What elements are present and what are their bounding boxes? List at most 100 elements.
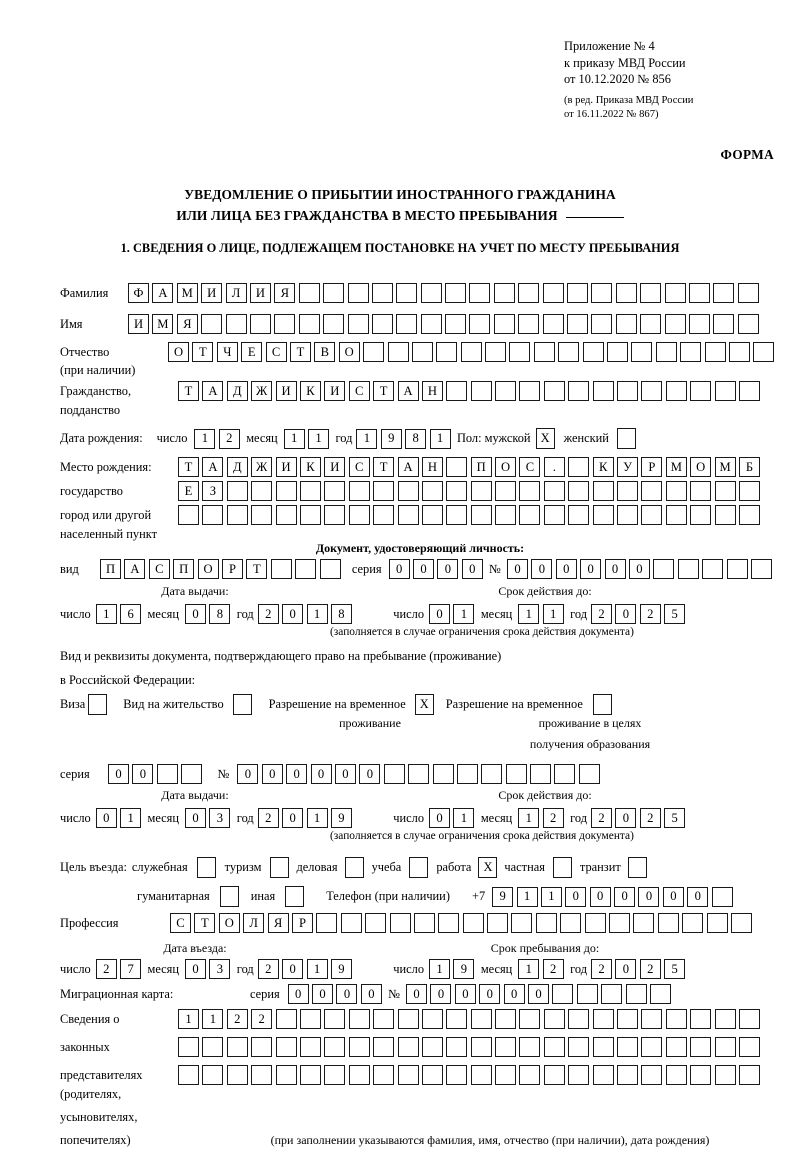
char-cell[interactable] [347,283,369,303]
char-cell[interactable] [202,505,224,525]
birthplace-input-3[interactable] [178,505,763,525]
char-cell[interactable] [373,481,395,501]
char-cell[interactable] [249,314,271,334]
char-cell[interactable]: 0 [185,604,207,624]
char-cell[interactable]: 0 [454,984,476,1004]
char-cell[interactable] [446,1065,468,1085]
char-cell[interactable] [568,457,590,477]
char-cell[interactable] [543,505,565,525]
char-cell[interactable] [726,559,748,579]
char-cell[interactable] [738,505,760,525]
char-cell[interactable]: 2 [542,959,564,979]
char-cell[interactable]: 1 [429,428,451,449]
char-cell[interactable] [680,342,702,362]
char-cell[interactable] [323,314,345,334]
char-cell[interactable]: О [218,913,240,933]
char-cell[interactable] [665,1065,687,1085]
char-cell[interactable]: 0 [310,764,332,784]
char-cell[interactable] [690,1065,712,1085]
char-cell[interactable] [552,984,574,1004]
char-cell[interactable] [738,381,760,401]
char-cell[interactable]: М [714,457,736,477]
char-cell[interactable] [677,559,699,579]
char-cell[interactable] [470,1065,492,1085]
char-cell[interactable]: А [152,283,174,303]
char-cell[interactable] [446,1037,468,1057]
char-cell[interactable]: 1 [356,428,378,449]
char-cell[interactable]: 0 [282,959,304,979]
char-cell[interactable]: 2 [639,604,661,624]
char-cell[interactable] [509,342,531,362]
char-cell[interactable] [446,505,468,525]
purpose-opt-0-checkbox[interactable] [196,857,216,878]
char-cell[interactable]: И [324,381,346,401]
char-cell[interactable] [324,1037,346,1057]
char-cell[interactable]: 1 [306,808,328,828]
char-cell[interactable]: 0 [430,984,452,1004]
char-cell[interactable] [446,457,468,477]
char-cell[interactable] [389,913,411,933]
permit-edu-checkbox[interactable] [592,694,612,715]
char-cell[interactable] [615,314,637,334]
char-cell[interactable]: Ж [251,457,273,477]
purpose-opt-1-checkbox[interactable] [269,857,289,878]
char-cell[interactable] [578,764,600,784]
char-cell[interactable]: П [470,457,492,477]
char-cell[interactable] [607,342,629,362]
char-cell[interactable]: 2 [226,1009,248,1029]
char-cell[interactable] [299,505,321,525]
char-cell[interactable] [714,505,736,525]
char-cell[interactable]: 9 [453,959,475,979]
char-cell[interactable] [156,764,178,784]
char-cell[interactable]: 1 [202,1009,224,1029]
char-cell[interactable] [615,283,637,303]
char-cell[interactable] [373,505,395,525]
char-cell[interactable] [421,1009,443,1029]
char-cell[interactable] [519,381,541,401]
char-cell[interactable] [275,505,297,525]
char-cell[interactable]: Я [274,283,296,303]
char-cell[interactable]: А [202,457,224,477]
char-cell[interactable] [396,314,418,334]
char-cell[interactable]: О [197,559,219,579]
char-cell[interactable] [485,342,507,362]
char-cell[interactable]: 0 [687,886,709,907]
char-cell[interactable]: Ф [128,283,149,303]
char-cell[interactable]: 0 [185,808,207,828]
purpose-opt-2-checkbox[interactable] [344,857,364,878]
char-cell[interactable] [609,913,631,933]
char-cell[interactable] [275,1065,297,1085]
char-cell[interactable] [202,1037,224,1057]
char-cell[interactable] [543,481,565,501]
char-cell[interactable] [568,381,590,401]
char-cell[interactable]: 0 [359,764,381,784]
char-cell[interactable] [641,505,663,525]
char-cell[interactable] [592,505,614,525]
char-cell[interactable] [251,1065,273,1085]
char-cell[interactable] [591,314,613,334]
char-cell[interactable] [530,764,552,784]
char-cell[interactable]: Д [226,457,248,477]
char-cell[interactable]: С [148,559,170,579]
char-cell[interactable]: И [201,283,223,303]
char-cell[interactable] [728,342,750,362]
char-cell[interactable] [543,381,565,401]
char-cell[interactable]: О [495,457,517,477]
char-cell[interactable]: 0 [615,808,637,828]
char-cell[interactable] [714,381,736,401]
char-cell[interactable] [270,559,292,579]
char-cell[interactable]: 9 [492,886,514,907]
char-cell[interactable] [387,342,409,362]
